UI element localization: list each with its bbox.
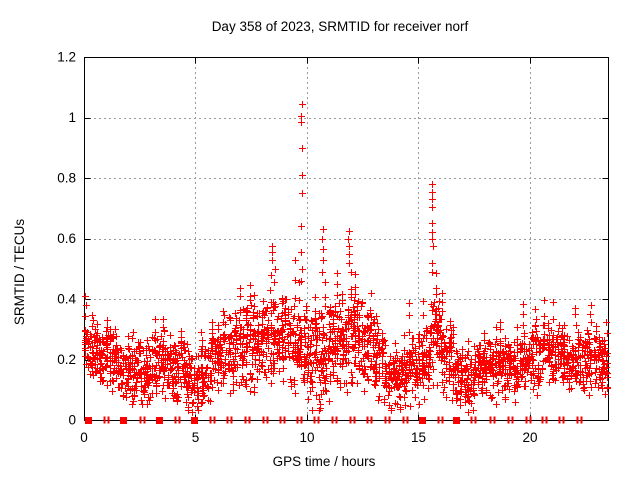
x-tick-label: 20 xyxy=(522,430,537,445)
chart-title: Day 358 of 2023, SRMTID for receiver nor… xyxy=(212,19,469,34)
y-tick-label: 0.2 xyxy=(57,352,76,367)
zero-pair-marker xyxy=(349,416,356,424)
zero-pair-marker xyxy=(541,416,548,424)
zero-pair-marker xyxy=(226,416,233,424)
y-axis-label: SRMTID / TECUs xyxy=(12,219,27,326)
zero-pair-marker xyxy=(489,416,496,424)
zero-pair-marker xyxy=(507,416,514,424)
zero-pair-marker xyxy=(366,416,373,424)
zero-pair-marker xyxy=(576,416,583,424)
zero-pair-marker xyxy=(558,416,565,424)
x-tick-label: 10 xyxy=(299,430,314,445)
x-axis-label: GPS time / hours xyxy=(273,454,376,469)
y-tick-label: 0 xyxy=(68,413,76,428)
data-points xyxy=(82,101,611,416)
y-tick-label: 1 xyxy=(68,110,76,125)
zero-square-marker xyxy=(156,417,163,424)
zero-square-marker xyxy=(453,417,460,424)
x-tick-label: 0 xyxy=(80,430,88,445)
zero-square-marker xyxy=(85,417,92,424)
y-tick-label: 0.8 xyxy=(57,171,76,186)
zero-pair-marker xyxy=(174,416,181,424)
scatter-points xyxy=(82,101,611,416)
y-tick-label: 1.2 xyxy=(57,50,76,65)
zero-pair-marker xyxy=(525,416,532,424)
zero-square-marker xyxy=(419,417,426,424)
zero-markers xyxy=(85,416,583,424)
zero-pair-marker xyxy=(139,416,146,424)
zero-pair-marker xyxy=(103,416,110,424)
zero-pair-marker xyxy=(437,416,444,424)
zero-square-marker xyxy=(191,417,198,424)
y-tick-label: 0.4 xyxy=(57,292,76,307)
zero-pair-marker xyxy=(402,416,409,424)
zero-square-marker xyxy=(120,417,127,424)
zero-pair-marker xyxy=(209,416,216,424)
zero-pair-marker xyxy=(244,416,251,424)
tick-labels: 0 5 10 15 20 0 0.2 0.4 0.6 0.8 1 1.2 xyxy=(57,50,537,446)
zero-pair-marker xyxy=(470,416,477,424)
zero-pair-marker xyxy=(331,416,338,424)
y-tick-label: 0.6 xyxy=(57,231,76,246)
x-tick-label: 5 xyxy=(192,430,200,445)
zero-pair-marker xyxy=(279,416,286,424)
zero-pair-marker xyxy=(262,416,269,424)
x-tick-label: 15 xyxy=(411,430,426,445)
zero-pair-marker xyxy=(384,416,391,424)
zero-pair-marker xyxy=(296,416,303,424)
zero-pair-marker xyxy=(313,416,320,424)
